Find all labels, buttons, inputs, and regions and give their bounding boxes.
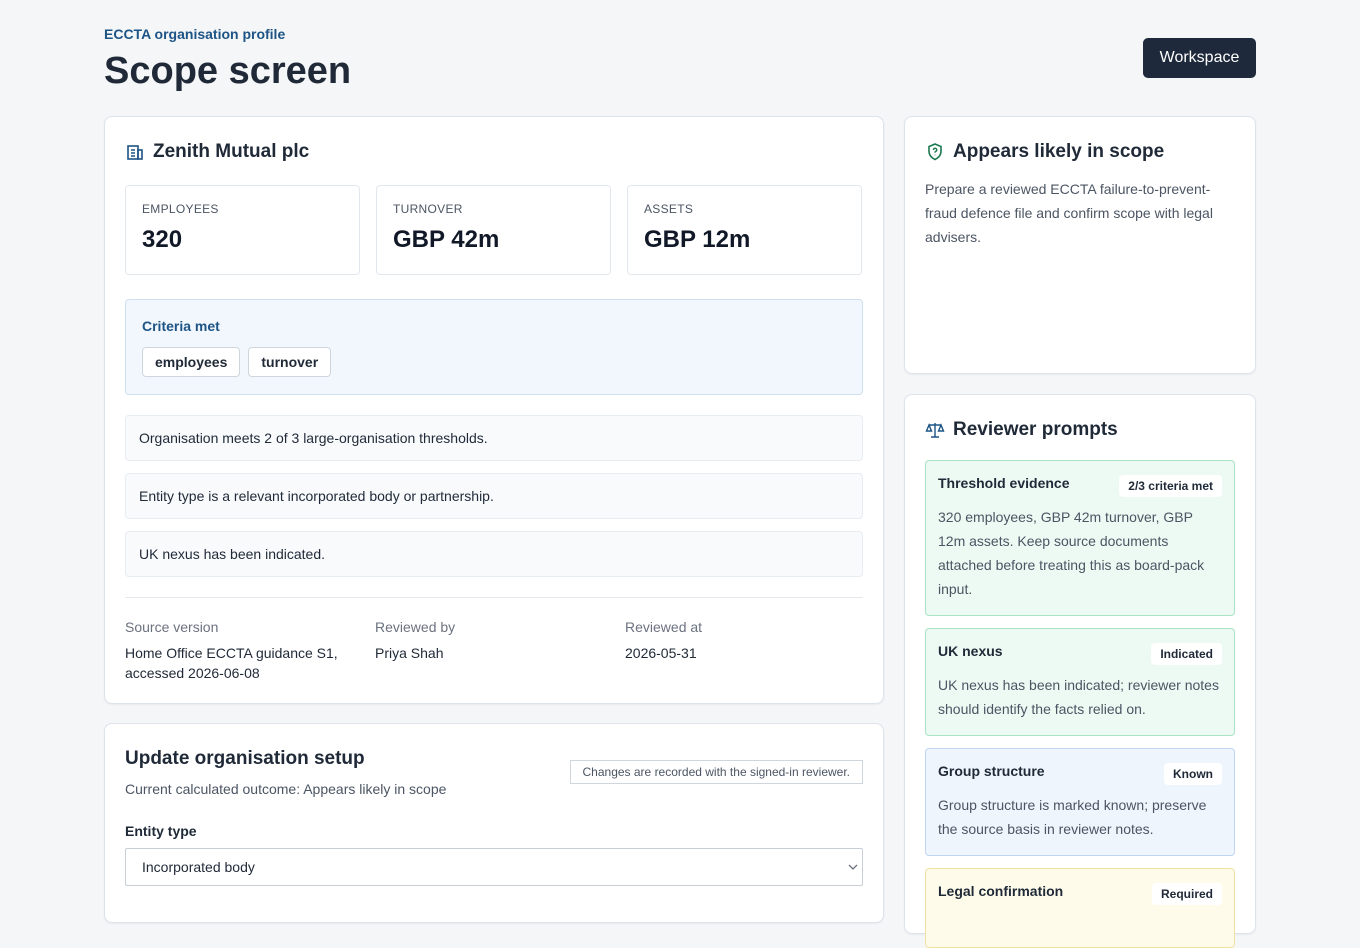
metric-value: 320 — [142, 226, 183, 253]
metric-label: ASSETS — [644, 202, 694, 216]
metric: ASSETS GBP 12m — [627, 185, 862, 275]
setup-note: Changes are recorded with the signed-in … — [569, 760, 863, 784]
metric: TURNOVER GBP 42m — [376, 185, 611, 275]
finding: UK nexus has been indicated. — [125, 531, 863, 577]
setup-outcome: Current calculated outcome: Appears like… — [125, 781, 447, 797]
prompts-heading: Reviewer prompts — [925, 419, 1118, 441]
criteria-tag: turnover — [248, 347, 332, 377]
select-value: Incorporated body — [142, 859, 255, 875]
outcome-heading: Appears likely in scope — [925, 141, 1164, 163]
prompt-title: Legal confirmation — [938, 883, 1064, 899]
metric: EMPLOYEES 320 — [125, 185, 360, 275]
meta-label: Reviewed at — [625, 619, 703, 635]
body: ECCTA organisation profile Scope screen … — [104, 26, 1256, 948]
prompts-title: Reviewer prompts — [953, 419, 1118, 440]
meta-label: Reviewed by — [375, 619, 456, 635]
field-label: Entity type — [125, 823, 197, 839]
setup-title: Update organisation setup — [125, 748, 365, 769]
meta-value: Home Office ECCTA guidance S1, accessed … — [125, 645, 338, 681]
org-heading: Zenith Mutual plc — [125, 141, 309, 163]
finding: Organisation meets 2 of 3 large-organisa… — [125, 415, 863, 461]
outcome-text: Prepare a reviewed ECCTA failure-to-prev… — [925, 181, 1213, 245]
prompt-badge: Indicated — [1151, 643, 1222, 665]
page: Scope screen {"header": {"eyebrow": "ECC… — [104, 26, 1256, 948]
page-title: Scope screen — [104, 50, 352, 92]
workspace-button[interactable]: Workspace — [1143, 38, 1256, 78]
prompt: Threshold evidence 2/3 criteria met 320 em… — [925, 460, 1235, 616]
chevron — [848, 864, 858, 870]
meta: Reviewed by Priya Shah — [375, 619, 605, 663]
prompt: UK nexus Indicated UK nexus has been indic… — [925, 628, 1235, 736]
prompt: Legal confirmation Required — [925, 868, 1235, 948]
metric-value: GBP 42m — [393, 226, 500, 253]
prompt-title: UK nexus — [938, 643, 1003, 659]
outcome-title: Appears likely in scope — [953, 141, 1165, 162]
prompt-badge: Known — [1164, 763, 1222, 785]
meta-label: Source version — [125, 619, 219, 635]
scales-icon — [925, 423, 945, 438]
organisation-card: Zenith Mutual plc EMPLOYEES 320 TURNOVER G… — [104, 116, 884, 704]
prompt-title: Threshold evidence — [938, 475, 1070, 491]
criteria-box: Criteria met employees turnover — [125, 299, 863, 395]
prompt: Group structure Known Group structure is m… — [925, 748, 1235, 856]
metric-value: GBP 12m — [644, 226, 751, 253]
divider — [125, 597, 863, 598]
meta: Reviewed at 2026-05-31 — [625, 619, 855, 663]
meta: Source version Home Office ECCTA guidance… — [125, 619, 355, 683]
metric-label: TURNOVER — [393, 202, 463, 216]
outcome-card: Appears likely in scope Prepare a review… — [904, 116, 1256, 374]
prompt-title: Group structure — [938, 763, 1045, 779]
setup-card: Update organisation setup Current calcul… — [104, 723, 884, 923]
shield-icon — [928, 143, 942, 161]
prompts-card: Reviewer prompts Threshold evidence 2/3 c… — [904, 394, 1256, 948]
criteria-tag: employees — [142, 347, 241, 377]
entity-select[interactable]: Incorporated body — [125, 848, 863, 886]
meta-value: 2026-05-31 — [625, 645, 697, 661]
prompt-text: UK nexus has been indicated; reviewer no… — [938, 677, 1219, 717]
prompt-text: 320 employees, GBP 42m turnover, GBP 12m… — [938, 509, 1205, 597]
meta-value: Priya Shah — [375, 645, 444, 661]
eyebrow: ECCTA organisation profile — [104, 26, 286, 42]
finding: Entity type is a relevant incorporated b… — [125, 473, 863, 519]
metric-label: EMPLOYEES — [142, 202, 219, 216]
building-icon — [127, 145, 143, 160]
prompt-badge: 2/3 criteria met — [1119, 475, 1222, 497]
prompt-badge: Required — [1151, 883, 1222, 905]
org-name: Zenith Mutual plc — [153, 141, 310, 162]
prompt-text: Group structure is marked known; preserv… — [938, 797, 1207, 837]
criteria-title: Criteria met — [142, 318, 220, 334]
